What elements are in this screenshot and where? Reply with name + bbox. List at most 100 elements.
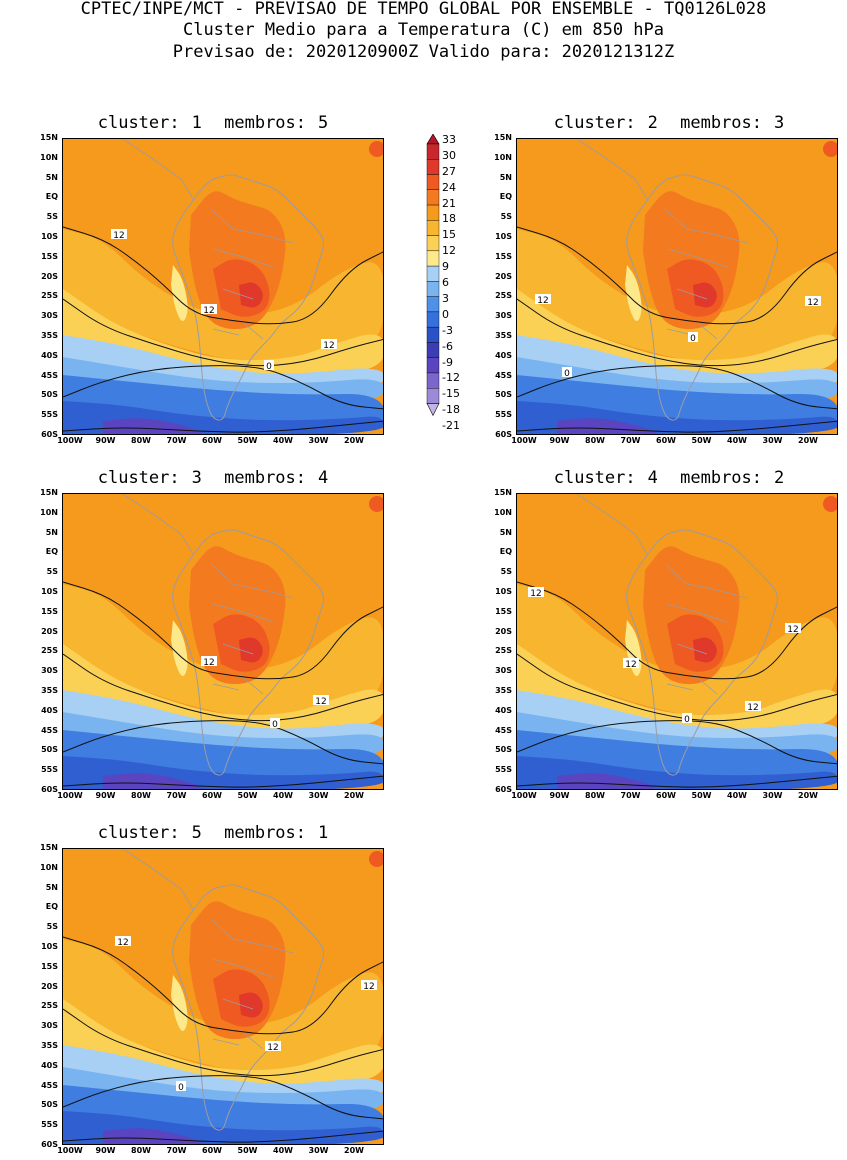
x-tick-label: 60W	[656, 436, 676, 445]
temperature-map: 12 12 12 0	[62, 848, 384, 1145]
x-tick-label: 80W	[131, 791, 151, 800]
y-tick-label: 10S	[41, 942, 58, 951]
y-tick-label: 45S	[41, 725, 58, 735]
x-tick-label: 20W	[344, 436, 364, 445]
field-mid-blue	[63, 357, 383, 401]
contour-label-box	[201, 656, 217, 666]
contour-minus12	[517, 420, 837, 433]
cluster-label: cluster:	[97, 468, 180, 488]
y-tick-label: 10S	[495, 232, 512, 241]
x-tick-label: 70W	[166, 791, 187, 800]
contour-label-text: 0	[690, 334, 696, 344]
contour-label-text: 0	[272, 720, 278, 730]
contour-label-box	[682, 713, 692, 723]
x-tick-label: 70W	[620, 791, 641, 800]
y-tick-label: 10N	[494, 507, 512, 517]
y-tick-label: 5N	[45, 172, 58, 182]
field-mid-blue	[517, 357, 837, 401]
panel-cluster-1: cluster: 1 membros: 5 12 12 12 0 15N 10N 5N EQ 5S 1…	[34, 110, 394, 450]
y-tick-label: 25S	[41, 291, 58, 301]
field-hottest-core	[693, 637, 717, 663]
contour-12-lower	[63, 1008, 383, 1077]
country-borders	[210, 918, 294, 1050]
cluster-number: 3	[191, 468, 202, 488]
contour-label-box	[264, 360, 274, 370]
field-andes	[171, 620, 188, 676]
contour-label-text: 12	[117, 938, 128, 948]
colorbar-level-label: 12	[442, 244, 456, 258]
country-borders	[210, 208, 294, 340]
x-tick-label: 80W	[131, 436, 151, 445]
contour-12-upper	[517, 581, 837, 680]
continent-outline	[626, 529, 778, 776]
contour-label-box	[688, 332, 698, 342]
y-tick-label: 60S	[41, 1140, 58, 1149]
y-tick-label: 5N	[45, 882, 58, 892]
contour-label-box	[111, 229, 127, 239]
x-tick-label: 90W	[95, 436, 116, 445]
x-tick-label: 90W	[95, 791, 116, 800]
contour-label: 0	[270, 718, 280, 730]
members-count: 4	[318, 468, 329, 488]
members-label: membros:	[224, 468, 307, 488]
colorbar-segment	[426, 265, 440, 282]
continent-outline	[626, 174, 778, 421]
contour-label-text: 0	[684, 715, 690, 725]
y-tick-label: 55S	[41, 1120, 58, 1130]
x-tick-label: 20W	[344, 791, 364, 800]
contour-12-lower	[63, 298, 383, 367]
contour-label-text: 12	[315, 697, 326, 707]
x-tick-label: 60W	[202, 791, 222, 800]
contour-0	[63, 365, 383, 410]
contour-label: 12	[745, 701, 761, 713]
x-tick-label: 30W	[762, 791, 783, 800]
colorbar-level-label: 9	[442, 260, 449, 274]
panel-cluster-4: cluster: 4 membros: 2 12 12 12 12 0 15N 10N 5N EQ 5…	[488, 465, 847, 805]
field-hottest-core	[239, 637, 263, 663]
colorbar-level-label: -9	[442, 355, 453, 369]
members-label: membros:	[224, 823, 307, 843]
contour-label-text: 12	[807, 298, 818, 308]
contour-label-box	[805, 296, 821, 306]
y-tick-label: 15S	[41, 606, 58, 616]
y-tick-label: 30S	[41, 1021, 58, 1031]
central-america-outline	[122, 494, 194, 555]
members-label: membros:	[680, 468, 763, 488]
contour-label: 12	[201, 304, 217, 316]
field-hot-spot	[369, 851, 383, 867]
colorbar-segment	[426, 357, 440, 374]
colorbar-level-label: -21	[442, 419, 460, 433]
contour-label-box	[623, 658, 639, 668]
members-count: 5	[318, 113, 329, 133]
country-borders	[210, 563, 294, 695]
cluster-label: cluster:	[553, 468, 636, 488]
colorbar-level-label: -3	[442, 323, 453, 337]
y-tick-label: 55S	[495, 410, 512, 420]
contour-label: 12	[201, 656, 217, 668]
contour-label: 12	[111, 229, 127, 241]
contour-label: 0	[682, 713, 692, 725]
contour-label-text: 0	[266, 362, 272, 372]
members-label: membros:	[680, 113, 763, 133]
y-tick-label: 45S	[41, 1080, 58, 1090]
y-tick-label: 30S	[41, 666, 58, 676]
colorbar-level-label: 18	[442, 212, 456, 226]
contour-label-box	[313, 695, 329, 705]
y-tick-label: 20S	[495, 626, 512, 636]
contour-label: 0	[562, 367, 572, 379]
contour-label-text: 0	[178, 1083, 184, 1093]
x-tick-label: 100W	[511, 436, 537, 445]
y-tick-label: 10S	[41, 587, 58, 596]
contour-label-text: 12	[203, 658, 214, 668]
contour-label-text: 12	[113, 231, 124, 241]
y-tick-label: 55S	[41, 765, 58, 775]
contour-minus12	[63, 775, 383, 788]
contour-label-box	[201, 304, 217, 314]
y-tick-label: 35S	[41, 686, 58, 695]
contour-label: 12	[321, 339, 337, 351]
y-tick-label: 5N	[45, 527, 58, 537]
colorbar-segment	[426, 326, 440, 343]
y-tick-label: 10N	[40, 862, 58, 872]
y-tick-label: 30S	[41, 311, 58, 321]
colorbar-bar	[426, 134, 440, 417]
